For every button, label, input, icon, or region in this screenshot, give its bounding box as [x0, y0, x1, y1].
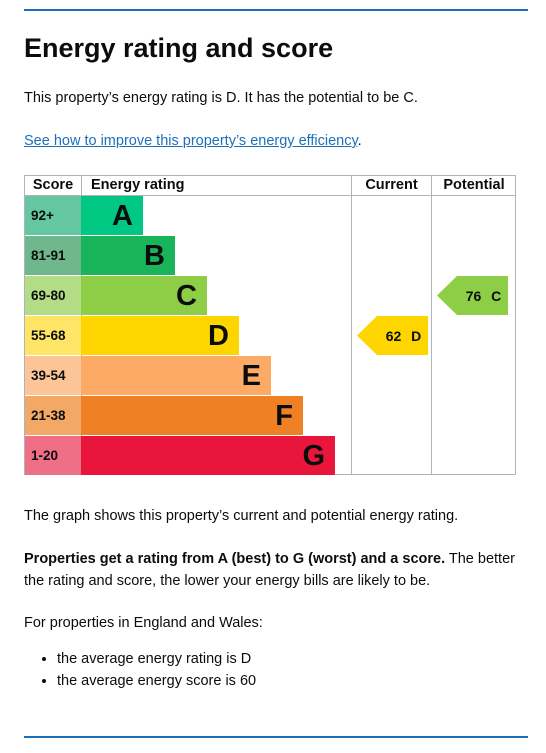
- rating-band-d: D: [81, 316, 239, 355]
- score-range-d: 55-68: [25, 316, 81, 355]
- page-title: Energy rating and score: [24, 33, 334, 63]
- rating-band-b: B: [81, 236, 175, 275]
- score-range-c: 69-80: [25, 276, 81, 315]
- current-header: Current: [365, 177, 418, 193]
- top-divider: [24, 9, 528, 11]
- improve-link-line: See how to improve this property’s energ…: [24, 130, 362, 152]
- rating-band-c: C: [81, 276, 207, 315]
- list-item: the average energy score is 60: [57, 670, 256, 692]
- rating-band-g: G: [81, 436, 335, 475]
- score-range-b: 81-91: [25, 236, 81, 275]
- improve-efficiency-link[interactable]: See how to improve this property’s energ…: [24, 133, 358, 149]
- potential-header: Potential: [443, 177, 505, 193]
- rating-explanation-rest: The better the rating and score, the low…: [24, 551, 515, 589]
- current-column-divider: [351, 175, 352, 475]
- averages-list: the average energy rating is D the avera…: [24, 648, 256, 692]
- potential-column-divider: [431, 175, 432, 475]
- rating-band-e: E: [81, 356, 271, 395]
- score-range-f: 21-38: [25, 396, 81, 435]
- energy-rating-chart: Score Energy rating Current Potential 92…: [24, 175, 516, 475]
- potential-rating-arrow-label: 76 C: [465, 288, 502, 304]
- rating-explanation-bold: Properties get a rating from A (best) to…: [24, 551, 446, 567]
- current-rating-arrow-label: 62 D: [385, 328, 422, 344]
- score-range-g: 1-20: [25, 436, 81, 475]
- score-range-e: 39-54: [25, 356, 81, 395]
- potential-rating-arrow: 76 C: [437, 276, 508, 316]
- rating-band-f: F: [81, 396, 303, 435]
- score-header: Score: [32, 177, 74, 193]
- region-note: For properties in England and Wales:: [24, 615, 263, 631]
- score-range-a: 92+: [25, 196, 81, 235]
- link-period: .: [357, 133, 362, 149]
- header-divider: [24, 195, 516, 196]
- rating-band-a: A: [81, 196, 143, 235]
- rating-summary: This property’s energy rating is D. It h…: [24, 90, 418, 106]
- rating-explanation: Properties get a rating from A (best) to…: [24, 548, 524, 592]
- list-item: the average energy rating is D: [57, 648, 256, 670]
- bottom-divider: [24, 736, 528, 738]
- graph-description: The graph shows this property’s current …: [24, 508, 459, 524]
- current-rating-arrow: 62 D: [357, 316, 428, 356]
- energy-rating-header: Energy rating: [91, 177, 185, 193]
